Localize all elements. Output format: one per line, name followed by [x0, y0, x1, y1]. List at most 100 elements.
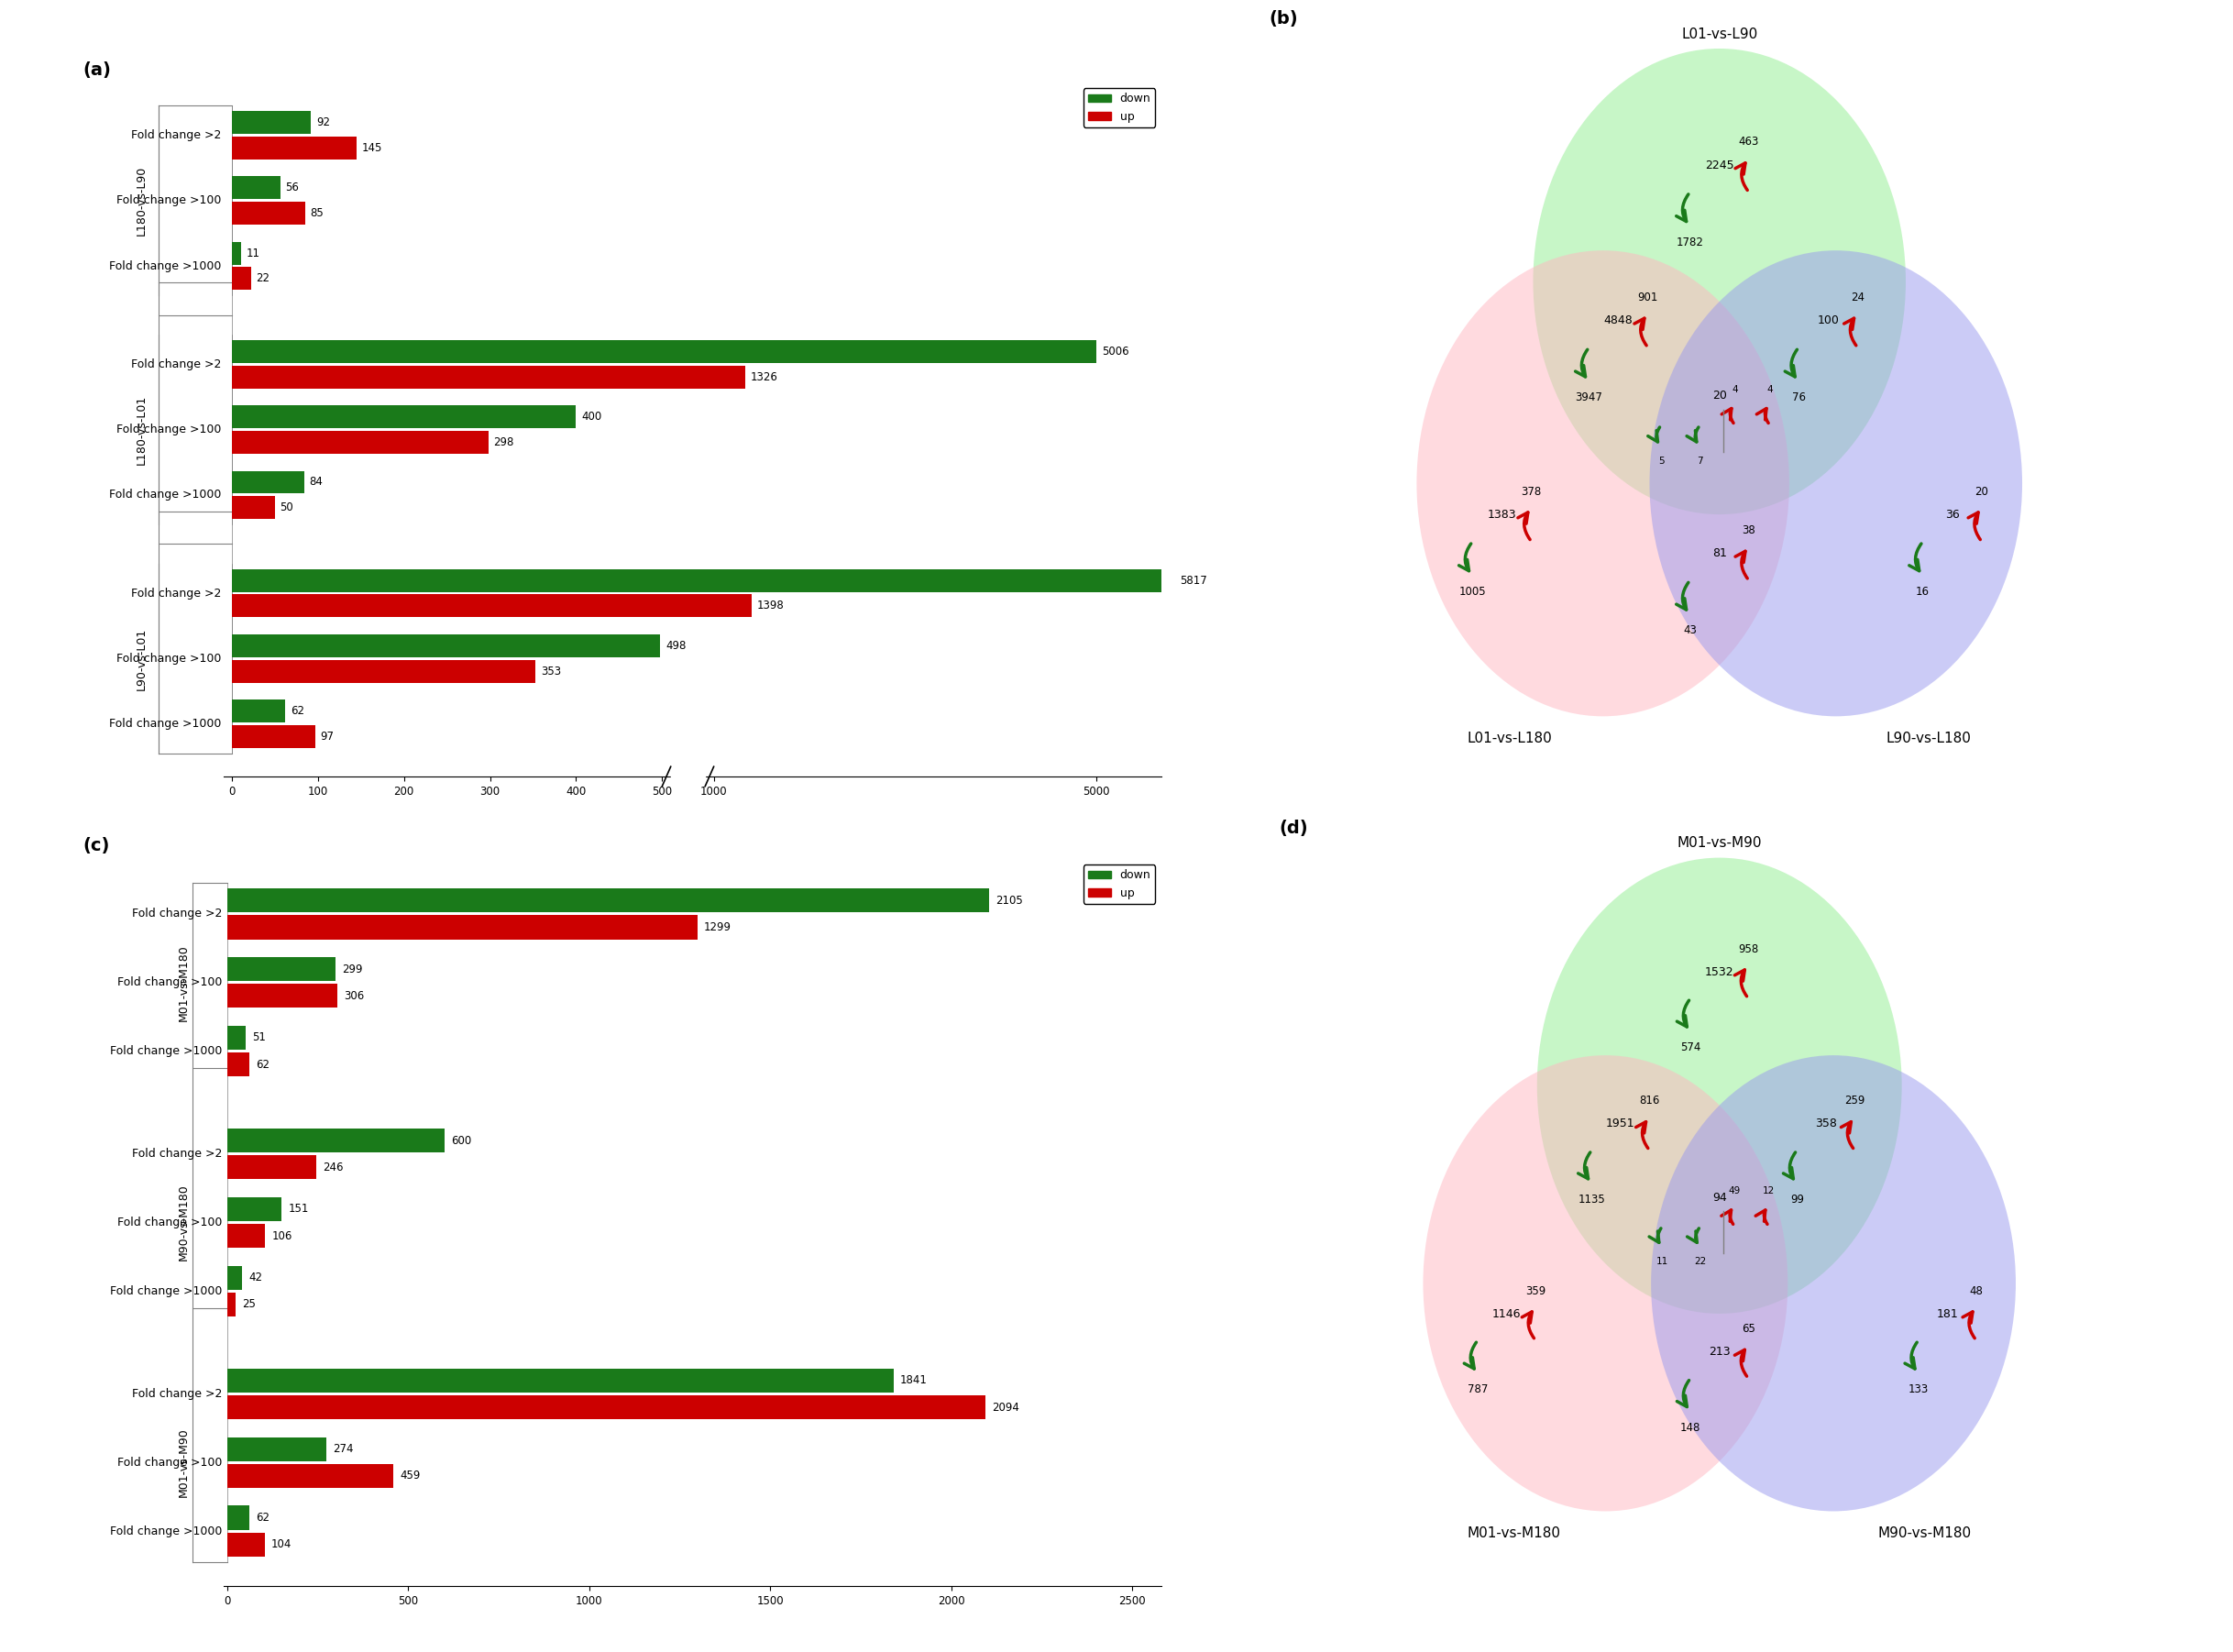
- Text: L180-vs-L01: L180-vs-L01: [136, 395, 147, 464]
- Text: 25: 25: [243, 1298, 257, 1310]
- Text: 99: 99: [1791, 1194, 1804, 1206]
- Text: 4: 4: [1766, 385, 1773, 395]
- Text: Fold change >2: Fold change >2: [132, 909, 223, 920]
- Bar: [232, 202, 306, 225]
- Text: Fold change >100: Fold change >100: [118, 1216, 223, 1229]
- Text: Fold change >1000: Fold change >1000: [109, 1046, 223, 1057]
- Text: 246: 246: [322, 1161, 344, 1173]
- Bar: [232, 659, 536, 682]
- Text: 51: 51: [252, 1032, 266, 1044]
- Bar: [228, 957, 335, 981]
- Text: 104: 104: [270, 1538, 293, 1550]
- Text: 22: 22: [1695, 1257, 1706, 1265]
- Text: M01-vs-M180: M01-vs-M180: [1467, 1526, 1561, 1540]
- Bar: [232, 700, 286, 724]
- Text: Fold change >2: Fold change >2: [132, 129, 221, 140]
- Bar: [232, 634, 661, 657]
- Text: 498: 498: [665, 639, 686, 653]
- Text: 22: 22: [257, 273, 270, 284]
- Ellipse shape: [1422, 1056, 1789, 1512]
- Bar: [232, 595, 753, 618]
- Text: 36: 36: [1945, 509, 1961, 520]
- Text: 1005: 1005: [1458, 586, 1487, 598]
- Text: 1299: 1299: [703, 922, 732, 933]
- Text: (b): (b): [1268, 10, 1297, 26]
- Text: 20: 20: [1713, 390, 1726, 401]
- Text: 85: 85: [310, 206, 324, 220]
- Text: M01-vs-M90: M01-vs-M90: [176, 1427, 190, 1497]
- Text: 49: 49: [1728, 1186, 1742, 1196]
- Text: 901: 901: [1637, 291, 1659, 304]
- Text: 958: 958: [1737, 943, 1757, 955]
- Text: 5817: 5817: [1179, 575, 1206, 586]
- Text: Fold change >1000: Fold change >1000: [109, 489, 221, 501]
- Bar: [232, 340, 1096, 363]
- Text: L01-vs-L180: L01-vs-L180: [1467, 732, 1552, 745]
- Bar: [228, 915, 697, 940]
- Text: 787: 787: [1467, 1384, 1487, 1396]
- Text: 24: 24: [1851, 291, 1865, 304]
- Text: 56: 56: [286, 182, 299, 193]
- Text: L01-vs-L90: L01-vs-L90: [1681, 26, 1757, 41]
- Text: 48: 48: [1970, 1285, 1983, 1297]
- Text: 133: 133: [1909, 1384, 1929, 1396]
- Ellipse shape: [1536, 857, 1903, 1313]
- Text: 1782: 1782: [1677, 236, 1704, 248]
- Text: 20: 20: [1974, 486, 1990, 497]
- Text: 1398: 1398: [757, 600, 784, 611]
- Bar: [228, 1265, 241, 1290]
- Text: (a): (a): [83, 61, 112, 79]
- Text: 306: 306: [344, 990, 364, 1001]
- Text: 145: 145: [362, 142, 382, 154]
- Text: 2245: 2245: [1706, 159, 1733, 172]
- Bar: [228, 1026, 246, 1049]
- Bar: [232, 268, 250, 291]
- Text: Fold change >2: Fold change >2: [132, 586, 221, 600]
- Bar: [232, 135, 357, 159]
- Text: 463: 463: [1740, 135, 1760, 149]
- Bar: [228, 1198, 281, 1221]
- Text: 106: 106: [272, 1229, 293, 1242]
- Text: 100: 100: [1818, 314, 1840, 327]
- Text: Fold change >2: Fold change >2: [132, 1388, 223, 1399]
- Text: 459: 459: [400, 1470, 420, 1482]
- Text: 1532: 1532: [1706, 966, 1733, 978]
- Bar: [228, 1368, 893, 1393]
- Text: 16: 16: [1916, 586, 1929, 598]
- Bar: [228, 889, 989, 912]
- Text: 574: 574: [1679, 1042, 1702, 1054]
- Bar: [232, 568, 1175, 591]
- Text: Fold change >1000: Fold change >1000: [109, 719, 221, 730]
- Text: 1135: 1135: [1579, 1194, 1606, 1206]
- Text: L90-vs-L180: L90-vs-L180: [1887, 732, 1972, 745]
- Text: 298: 298: [493, 436, 514, 448]
- Text: Fold change >100: Fold change >100: [116, 423, 221, 436]
- Text: 94: 94: [1713, 1191, 1726, 1203]
- Text: Fold change >1000: Fold change >1000: [109, 1285, 223, 1297]
- Text: M01-vs-M90: M01-vs-M90: [1677, 836, 1762, 851]
- Text: 400: 400: [581, 411, 601, 423]
- Text: 12: 12: [1762, 1186, 1775, 1196]
- Text: Fold change >100: Fold change >100: [118, 1457, 223, 1469]
- Text: Fold change >2: Fold change >2: [132, 1148, 223, 1160]
- Text: 11: 11: [246, 248, 261, 259]
- Text: 38: 38: [1742, 524, 1755, 537]
- Bar: [228, 1224, 266, 1247]
- Text: 299: 299: [342, 963, 362, 975]
- Text: 92: 92: [317, 116, 330, 129]
- Text: 65: 65: [1742, 1323, 1755, 1335]
- Text: Fold change >100: Fold change >100: [116, 195, 221, 206]
- Text: 2105: 2105: [996, 895, 1023, 907]
- Text: 816: 816: [1639, 1095, 1659, 1107]
- Bar: [228, 1533, 263, 1556]
- Bar: [232, 725, 315, 748]
- Text: 353: 353: [540, 666, 560, 677]
- Bar: [228, 1437, 326, 1460]
- Text: 3947: 3947: [1574, 392, 1603, 403]
- Ellipse shape: [1416, 251, 1789, 717]
- Text: 42: 42: [248, 1272, 263, 1284]
- Text: (d): (d): [1280, 819, 1309, 838]
- Text: 151: 151: [288, 1203, 308, 1216]
- Text: 76: 76: [1791, 392, 1806, 403]
- Bar: [232, 365, 746, 388]
